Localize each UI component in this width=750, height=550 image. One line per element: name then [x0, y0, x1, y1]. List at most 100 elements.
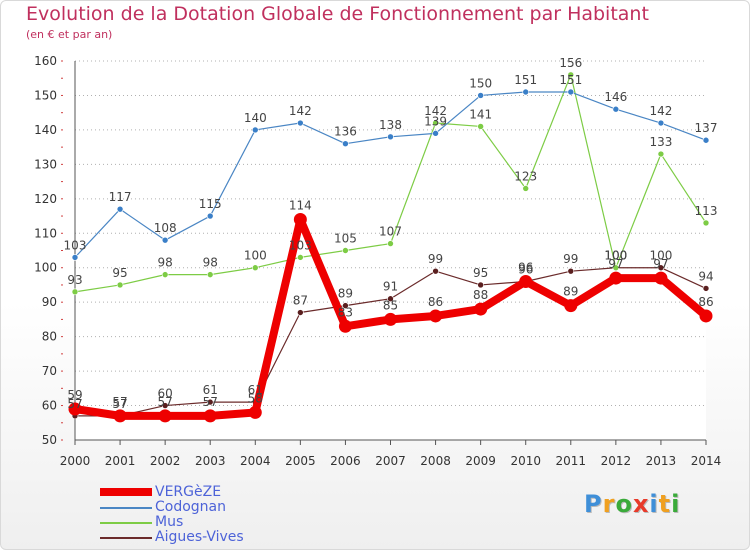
data-label: 89	[563, 285, 578, 299]
data-point	[387, 240, 394, 247]
data-label: 150	[469, 76, 492, 90]
data-label: 95	[112, 266, 127, 280]
data-point	[71, 254, 79, 261]
data-label: 97	[608, 257, 623, 271]
data-point	[342, 140, 349, 147]
y-tick-label: 70	[42, 364, 57, 378]
x-tick-label: 2006	[330, 454, 361, 468]
data-label: 142	[289, 104, 312, 118]
data-point	[612, 264, 620, 272]
data-label: 97	[653, 257, 668, 271]
data-point	[567, 88, 575, 96]
data-label: 57	[203, 395, 218, 409]
y-tick-label: 140	[34, 123, 57, 137]
data-point	[161, 236, 169, 244]
x-tick-label: 2009	[465, 454, 496, 468]
data-label: 59	[67, 388, 82, 402]
data-label: 103	[64, 238, 87, 252]
data-point	[522, 88, 530, 96]
data-label: 93	[67, 273, 82, 287]
data-label: 114	[289, 198, 312, 212]
data-point	[432, 267, 439, 275]
data-point	[71, 288, 79, 296]
data-label: 137	[695, 121, 718, 135]
data-label: 140	[244, 111, 267, 125]
data-label: 99	[428, 252, 443, 266]
data-label: 57	[158, 395, 173, 409]
data-label: 139	[424, 114, 447, 128]
data-label: 86	[428, 295, 443, 309]
data-label: 108	[154, 221, 177, 235]
data-label: 103	[289, 238, 312, 252]
data-point	[564, 299, 578, 313]
y-tick-label: 90	[42, 295, 57, 309]
logo-letter: x	[632, 490, 650, 518]
data-point	[609, 271, 623, 285]
logo-letter: i	[671, 490, 681, 518]
x-tick-label: 2013	[646, 454, 677, 468]
y-tick-label: 160	[34, 54, 57, 68]
data-label: 142	[649, 104, 672, 118]
y-tick-label: 130	[34, 157, 57, 171]
y-tick-label: 80	[42, 330, 57, 344]
data-point	[477, 281, 484, 289]
legend-swatch	[100, 507, 152, 509]
data-label: 86	[698, 295, 713, 309]
logo-letter: o	[615, 490, 633, 518]
data-label: 95	[473, 266, 488, 280]
x-tick-label: 2011	[556, 454, 587, 468]
x-tick-label: 2002	[150, 454, 181, 468]
data-label: 141	[469, 107, 492, 121]
logo-letter: r	[602, 490, 616, 518]
data-point	[206, 271, 214, 278]
data-label: 100	[604, 249, 627, 263]
data-label: 58	[248, 391, 263, 405]
data-point	[297, 254, 304, 261]
data-label: 117	[109, 190, 132, 204]
data-label: 100	[604, 249, 627, 263]
data-point	[657, 119, 665, 127]
y-tick-label: 50	[42, 433, 57, 447]
data-point	[116, 205, 124, 213]
data-label: 98	[158, 256, 173, 270]
logo-letter: i	[649, 490, 659, 518]
data-label: 113	[695, 204, 718, 218]
chart-title: Evolution de la Dotation Globale de Fonc…	[26, 3, 649, 25]
data-point	[161, 402, 169, 409]
data-point	[567, 71, 575, 79]
legend-swatch	[100, 522, 152, 524]
x-tick-label: 2000	[60, 454, 91, 468]
x-tick-label: 2001	[105, 454, 136, 468]
data-label: 83	[338, 305, 353, 319]
data-point	[657, 150, 665, 158]
data-point	[699, 309, 713, 323]
data-point	[702, 285, 710, 292]
data-point	[477, 92, 484, 99]
legend-swatch	[100, 488, 152, 496]
data-point	[384, 312, 397, 326]
data-point	[203, 409, 217, 423]
data-label: 146	[604, 90, 627, 104]
data-label: 61	[203, 383, 218, 397]
data-point	[429, 309, 443, 323]
data-point	[206, 212, 214, 220]
data-point	[293, 212, 307, 226]
data-point	[519, 275, 533, 289]
data-point	[161, 271, 169, 278]
data-point	[432, 130, 439, 137]
data-label: 151	[559, 73, 582, 87]
data-point	[113, 409, 127, 423]
data-label: 156	[559, 56, 582, 70]
data-point	[522, 185, 530, 192]
data-label: 115	[199, 197, 222, 211]
x-tick-label: 2003	[195, 454, 226, 468]
data-point	[251, 126, 259, 134]
proxiti-logo: Proxiti	[584, 490, 680, 518]
data-point	[338, 319, 352, 333]
data-label: 96	[518, 263, 533, 277]
data-point	[477, 123, 484, 130]
data-point	[158, 409, 172, 423]
data-label: 100	[649, 249, 672, 263]
data-label: 88	[473, 288, 488, 302]
